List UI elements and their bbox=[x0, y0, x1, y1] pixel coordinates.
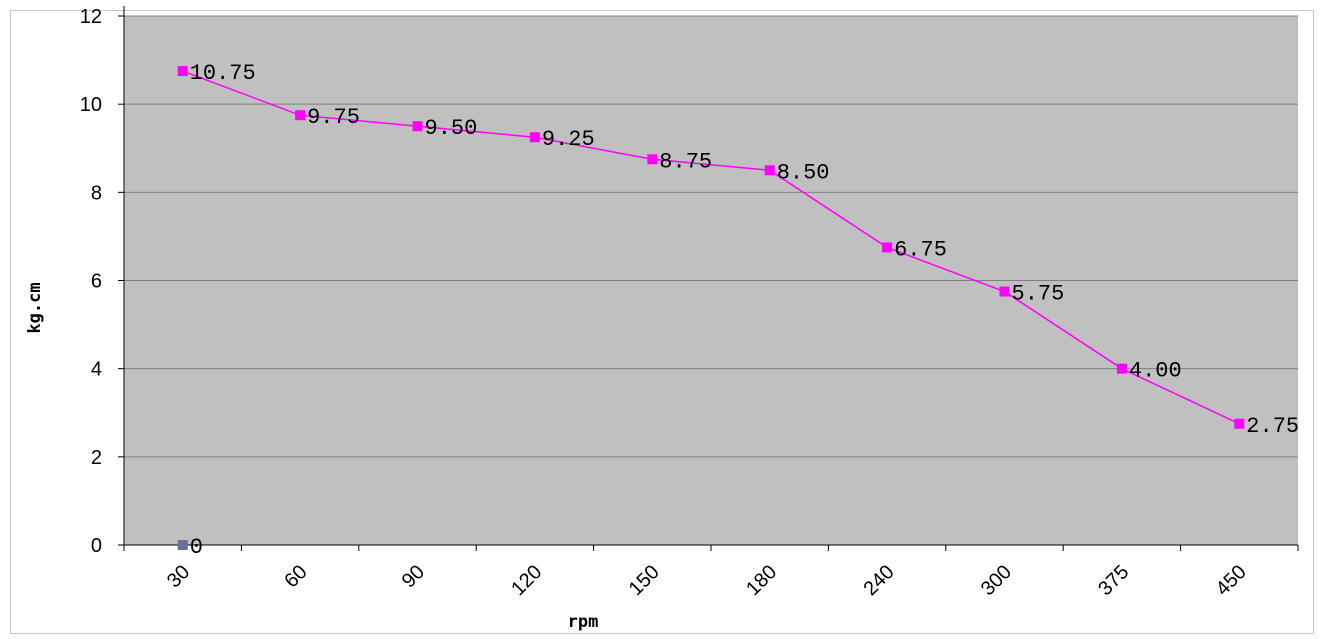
x-axis-title: rpm bbox=[568, 612, 599, 632]
data-label: 9.50 bbox=[425, 116, 478, 141]
x-tick-label: 180 bbox=[742, 561, 781, 600]
data-label: 6.75 bbox=[894, 237, 947, 262]
x-tick-label: 300 bbox=[977, 561, 1016, 600]
data-point-marker bbox=[764, 165, 775, 176]
data-label: 10.75 bbox=[190, 61, 256, 86]
y-tick-label: 0 bbox=[91, 535, 102, 557]
x-tick-label: 375 bbox=[1094, 561, 1133, 600]
data-point-marker bbox=[295, 110, 306, 121]
x-tick-label: 90 bbox=[398, 561, 429, 592]
y-tick-label: 10 bbox=[80, 94, 102, 116]
data-point-marker bbox=[177, 540, 188, 550]
series-layer: 10.75 9.75 9.50 9.25 8.75 8.50 6.75 5.75 4.00 2.7… bbox=[177, 61, 1299, 560]
data-point-marker bbox=[529, 132, 540, 143]
data-point-marker bbox=[1234, 418, 1245, 429]
data-label: 9.25 bbox=[542, 127, 595, 152]
y-tick-label: 4 bbox=[91, 359, 102, 381]
x-tick-label: 450 bbox=[1212, 561, 1251, 600]
data-label: 8.75 bbox=[659, 149, 712, 174]
x-tick-label: 30 bbox=[163, 561, 194, 592]
data-label: 5.75 bbox=[1012, 282, 1065, 307]
data-point-marker bbox=[882, 242, 893, 253]
data-label: 9.75 bbox=[307, 105, 360, 130]
y-tick-label: 8 bbox=[91, 182, 102, 204]
data-point-marker bbox=[177, 66, 188, 77]
data-label: 4.00 bbox=[1129, 359, 1182, 384]
x-axis: 30 60 90 120 150 180 240 300 375 450 bbox=[123, 544, 1299, 600]
y-axis: 0 2 4 6 8 10 12 bbox=[80, 6, 125, 557]
x-tick-label: 60 bbox=[280, 561, 311, 592]
data-label: 8.50 bbox=[777, 160, 830, 185]
data-point-marker bbox=[412, 121, 423, 132]
series-line bbox=[182, 70, 1240, 425]
y-tick-label: 2 bbox=[91, 447, 102, 469]
data-label: 0 bbox=[190, 535, 203, 560]
y-tick-label: 12 bbox=[80, 6, 102, 28]
y-axis-title: kg.cm bbox=[25, 282, 45, 333]
data-point-marker bbox=[999, 286, 1010, 297]
data-point-marker bbox=[1116, 363, 1127, 374]
x-tick-label: 240 bbox=[859, 561, 898, 600]
x-tick-label: 150 bbox=[625, 561, 664, 600]
data-point-marker bbox=[647, 154, 658, 165]
x-tick-label: 120 bbox=[507, 561, 546, 600]
plot-area bbox=[124, 15, 1298, 545]
data-label: 2.75 bbox=[1246, 414, 1299, 439]
y-tick-label: 6 bbox=[91, 271, 102, 293]
